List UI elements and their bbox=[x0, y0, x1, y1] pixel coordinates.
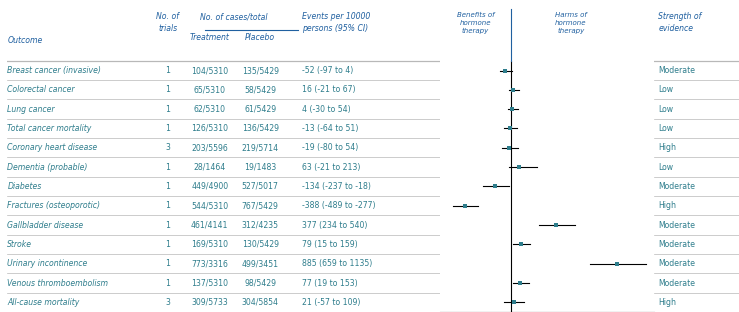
Text: 1: 1 bbox=[166, 221, 171, 230]
Text: High: High bbox=[658, 201, 676, 210]
Text: Stroke: Stroke bbox=[7, 240, 33, 249]
Text: 4 (-30 to 54): 4 (-30 to 54) bbox=[302, 105, 350, 114]
Text: -388 (-489 to -277): -388 (-489 to -277) bbox=[302, 201, 375, 210]
Text: 58/5429: 58/5429 bbox=[244, 85, 276, 94]
Text: Gallbladder disease: Gallbladder disease bbox=[7, 221, 84, 230]
Text: Diabetes: Diabetes bbox=[7, 182, 41, 191]
Text: Harms of
hormone
therapy: Harms of hormone therapy bbox=[555, 12, 587, 34]
Text: Low: Low bbox=[658, 163, 673, 172]
Text: 1: 1 bbox=[166, 124, 171, 133]
Text: 104/5310: 104/5310 bbox=[191, 66, 228, 75]
Text: 449/4900: 449/4900 bbox=[191, 182, 228, 191]
Text: Venous thromboembolism: Venous thromboembolism bbox=[7, 279, 109, 288]
Text: Breast cancer (invasive): Breast cancer (invasive) bbox=[7, 66, 101, 75]
Text: Outcome: Outcome bbox=[7, 36, 43, 45]
Text: 1: 1 bbox=[166, 105, 171, 114]
Text: 1: 1 bbox=[166, 240, 171, 249]
Text: 137/5310: 137/5310 bbox=[191, 279, 228, 288]
Text: All-cause mortality: All-cause mortality bbox=[7, 298, 80, 307]
Text: 3: 3 bbox=[166, 298, 170, 307]
Text: 1: 1 bbox=[166, 66, 171, 75]
Text: 61/5429: 61/5429 bbox=[244, 105, 276, 114]
Text: 773/3316: 773/3316 bbox=[191, 259, 228, 268]
Text: 219/5714: 219/5714 bbox=[242, 143, 279, 152]
Text: 309/5733: 309/5733 bbox=[191, 298, 228, 307]
Text: 135/5429: 135/5429 bbox=[242, 66, 279, 75]
Text: Low: Low bbox=[658, 105, 673, 114]
Text: Low: Low bbox=[658, 124, 673, 133]
Text: 1: 1 bbox=[166, 201, 171, 210]
Text: High: High bbox=[658, 143, 676, 152]
Text: 21 (-57 to 109): 21 (-57 to 109) bbox=[302, 298, 361, 307]
Text: Lung cancer: Lung cancer bbox=[7, 105, 55, 114]
Text: Urinary incontinence: Urinary incontinence bbox=[7, 259, 88, 268]
Text: Strength of
evidence: Strength of evidence bbox=[658, 12, 701, 32]
Text: Total cancer mortality: Total cancer mortality bbox=[7, 124, 92, 133]
Text: 1: 1 bbox=[166, 259, 171, 268]
Text: High: High bbox=[658, 298, 676, 307]
Text: Low: Low bbox=[658, 85, 673, 94]
Text: Moderate: Moderate bbox=[658, 279, 695, 288]
Text: Coronary heart disease: Coronary heart disease bbox=[7, 143, 98, 152]
Text: Dementia (probable): Dementia (probable) bbox=[7, 163, 88, 172]
Text: 544/5310: 544/5310 bbox=[191, 201, 228, 210]
Text: 169/5310: 169/5310 bbox=[191, 240, 228, 249]
Text: Placebo: Placebo bbox=[245, 33, 276, 42]
Text: 767/5429: 767/5429 bbox=[242, 201, 279, 210]
Text: 98/5429: 98/5429 bbox=[244, 279, 276, 288]
Text: -19 (-80 to 54): -19 (-80 to 54) bbox=[302, 143, 358, 152]
Text: 62/5310: 62/5310 bbox=[194, 105, 225, 114]
Text: 126/5310: 126/5310 bbox=[191, 124, 228, 133]
Text: 527/5017: 527/5017 bbox=[242, 182, 279, 191]
Text: -13 (-64 to 51): -13 (-64 to 51) bbox=[302, 124, 358, 133]
Text: 377 (234 to 540): 377 (234 to 540) bbox=[302, 221, 367, 230]
Text: Events per 10000
persons (95% CI): Events per 10000 persons (95% CI) bbox=[302, 12, 370, 32]
Text: 304/5854: 304/5854 bbox=[242, 298, 279, 307]
Text: Moderate: Moderate bbox=[658, 240, 695, 249]
Text: 79 (15 to 159): 79 (15 to 159) bbox=[302, 240, 358, 249]
Text: 136/5429: 136/5429 bbox=[242, 124, 279, 133]
Text: 16 (-21 to 67): 16 (-21 to 67) bbox=[302, 85, 355, 94]
Text: Moderate: Moderate bbox=[658, 182, 695, 191]
Text: 19/1483: 19/1483 bbox=[244, 163, 276, 172]
Text: 1: 1 bbox=[166, 279, 171, 288]
Text: 203/5596: 203/5596 bbox=[191, 143, 228, 152]
Text: 28/1464: 28/1464 bbox=[194, 163, 226, 172]
Text: 77 (19 to 153): 77 (19 to 153) bbox=[302, 279, 358, 288]
Text: 885 (659 to 1135): 885 (659 to 1135) bbox=[302, 259, 372, 268]
Text: Moderate: Moderate bbox=[658, 259, 695, 268]
Text: 1: 1 bbox=[166, 182, 171, 191]
Text: 3: 3 bbox=[166, 143, 170, 152]
Text: 63 (-21 to 213): 63 (-21 to 213) bbox=[302, 163, 361, 172]
Text: 130/5429: 130/5429 bbox=[242, 240, 279, 249]
Text: 1: 1 bbox=[166, 85, 171, 94]
Text: No. of
trials: No. of trials bbox=[157, 12, 180, 32]
Text: Benefits of
hormone
therapy: Benefits of hormone therapy bbox=[457, 12, 494, 34]
Text: Treatment: Treatment bbox=[190, 33, 230, 42]
Text: No. of cases/total: No. of cases/total bbox=[200, 12, 268, 22]
Text: 65/5310: 65/5310 bbox=[194, 85, 225, 94]
Text: Moderate: Moderate bbox=[658, 66, 695, 75]
Text: Colorectal cancer: Colorectal cancer bbox=[7, 85, 75, 94]
Text: 312/4235: 312/4235 bbox=[242, 221, 279, 230]
Text: 1: 1 bbox=[166, 163, 171, 172]
Text: -52 (-97 to 4): -52 (-97 to 4) bbox=[302, 66, 353, 75]
Text: -134 (-237 to -18): -134 (-237 to -18) bbox=[302, 182, 371, 191]
Text: 499/3451: 499/3451 bbox=[242, 259, 279, 268]
Text: Moderate: Moderate bbox=[658, 221, 695, 230]
Text: Fractures (osteoporotic): Fractures (osteoporotic) bbox=[7, 201, 101, 210]
Text: 461/4141: 461/4141 bbox=[191, 221, 228, 230]
